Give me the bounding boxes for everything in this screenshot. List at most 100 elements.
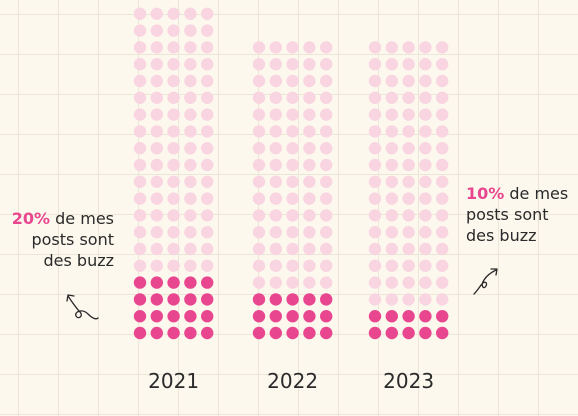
base-dot-2022 bbox=[320, 91, 333, 105]
base-dot-2023 bbox=[436, 108, 449, 121]
base-dot-2023 bbox=[436, 74, 449, 88]
base-dot-2021 bbox=[184, 91, 197, 105]
buzz-dot-2023 bbox=[385, 310, 398, 323]
base-dot-2023 bbox=[436, 226, 449, 239]
base-dot-2021 bbox=[133, 158, 147, 172]
base-dot-2021 bbox=[167, 57, 180, 71]
base-dot-2022 bbox=[320, 242, 333, 256]
base-dot-2022 bbox=[269, 175, 282, 188]
base-dot-2023 bbox=[385, 108, 398, 121]
buzz-dot-2023 bbox=[436, 326, 449, 340]
base-dot-2021 bbox=[184, 74, 197, 88]
base-dot-2021 bbox=[167, 125, 180, 138]
base-dot-2023 bbox=[385, 158, 398, 172]
base-dot-2023 bbox=[385, 192, 398, 205]
base-dot-2022 bbox=[303, 226, 316, 239]
base-dot-2022 bbox=[269, 108, 282, 121]
base-dot-2023 bbox=[419, 74, 432, 88]
base-dot-2021 bbox=[150, 142, 163, 155]
base-dot-2022 bbox=[252, 175, 266, 188]
base-dot-2022 bbox=[286, 41, 299, 54]
year-label-2021: 2021 bbox=[148, 369, 199, 393]
base-dot-2022 bbox=[286, 142, 299, 155]
buzz-dot-2021 bbox=[133, 326, 147, 340]
base-dot-2023 bbox=[368, 91, 382, 105]
base-dot-2023 bbox=[419, 242, 432, 256]
buzz-dot-2021 bbox=[167, 276, 180, 289]
base-dot-2023 bbox=[402, 158, 415, 172]
base-dot-2023 bbox=[385, 242, 398, 256]
base-dot-2023 bbox=[385, 175, 398, 188]
base-dot-2022 bbox=[252, 276, 266, 289]
base-dot-2022 bbox=[269, 209, 282, 222]
base-dot-2022 bbox=[286, 74, 299, 88]
base-dot-2022 bbox=[286, 242, 299, 256]
base-dot-2021 bbox=[167, 91, 180, 105]
base-dot-2022 bbox=[320, 276, 333, 289]
annotation-2021-text: de mes posts sont des buzz bbox=[31, 209, 114, 270]
base-dot-2023 bbox=[419, 158, 432, 172]
base-dot-2022 bbox=[252, 192, 266, 205]
base-dot-2023 bbox=[402, 57, 415, 71]
base-dot-2021 bbox=[201, 158, 214, 172]
base-dot-2021 bbox=[167, 175, 180, 188]
base-dot-2023 bbox=[368, 293, 382, 306]
base-dot-2022 bbox=[286, 276, 299, 289]
buzz-dot-2021 bbox=[150, 326, 163, 340]
base-dot-2023 bbox=[402, 276, 415, 289]
base-dot-2022 bbox=[303, 209, 316, 222]
base-dot-2021 bbox=[201, 209, 214, 222]
buzz-dot-2021 bbox=[167, 310, 180, 323]
base-dot-2022 bbox=[286, 209, 299, 222]
base-dot-2022 bbox=[286, 158, 299, 172]
base-dot-2022 bbox=[320, 259, 333, 272]
base-dot-2022 bbox=[303, 74, 316, 88]
buzz-dot-2021 bbox=[201, 310, 214, 323]
base-dot-2023 bbox=[419, 192, 432, 205]
base-dot-2022 bbox=[269, 276, 282, 289]
buzz-dot-2021 bbox=[201, 326, 214, 340]
base-dot-2023 bbox=[419, 276, 432, 289]
base-dot-2022 bbox=[303, 192, 316, 205]
base-dot-2021 bbox=[133, 91, 147, 105]
base-dot-2022 bbox=[252, 108, 266, 121]
base-dot-2023 bbox=[436, 41, 449, 54]
base-dot-2021 bbox=[184, 242, 197, 256]
base-dot-2021 bbox=[184, 125, 197, 138]
base-dot-2021 bbox=[184, 259, 197, 272]
base-dot-2021 bbox=[150, 192, 163, 205]
base-dot-2022 bbox=[286, 108, 299, 121]
buzz-dot-2023 bbox=[402, 326, 415, 340]
base-dot-2023 bbox=[368, 74, 382, 88]
base-dot-2023 bbox=[436, 175, 449, 188]
buzz-dot-2023 bbox=[368, 326, 382, 340]
base-dot-2021 bbox=[133, 175, 147, 188]
base-dot-2023 bbox=[402, 226, 415, 239]
base-dot-2023 bbox=[419, 57, 432, 71]
base-dot-2023 bbox=[436, 158, 449, 172]
base-dot-2021 bbox=[150, 175, 163, 188]
base-dot-2023 bbox=[368, 41, 382, 54]
base-dot-2021 bbox=[201, 7, 214, 20]
base-dot-2022 bbox=[320, 125, 333, 138]
base-dot-2022 bbox=[320, 209, 333, 222]
base-dot-2021 bbox=[184, 7, 197, 20]
buzz-dot-2023 bbox=[368, 310, 382, 323]
base-dot-2021 bbox=[201, 74, 214, 88]
base-dot-2023 bbox=[385, 41, 398, 54]
buzz-dot-2021 bbox=[150, 293, 163, 306]
base-dot-2022 bbox=[269, 242, 282, 256]
base-dot-2022 bbox=[320, 74, 333, 88]
base-dot-2021 bbox=[167, 41, 180, 54]
annotation-2023-text: de mes posts sont des buzz bbox=[466, 184, 569, 245]
curly-arrow-right-icon bbox=[473, 268, 498, 295]
base-dot-2022 bbox=[269, 41, 282, 54]
base-dot-2022 bbox=[252, 259, 266, 272]
base-dot-2021 bbox=[167, 24, 180, 37]
buzz-dot-2022 bbox=[320, 310, 333, 323]
base-dot-2021 bbox=[184, 209, 197, 222]
base-dot-2023 bbox=[368, 175, 382, 188]
buzz-dot-2023 bbox=[419, 326, 432, 340]
base-dot-2023 bbox=[385, 259, 398, 272]
